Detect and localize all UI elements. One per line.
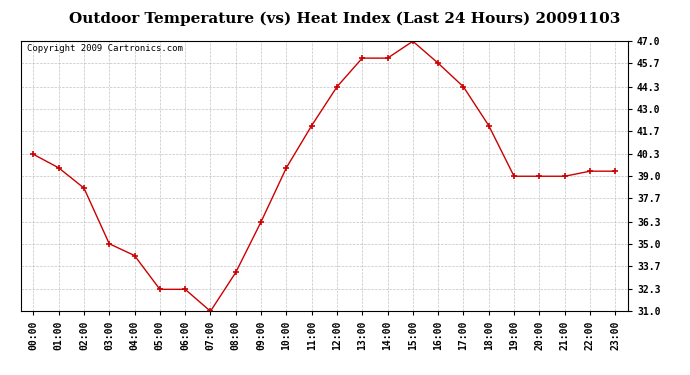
Text: Copyright 2009 Cartronics.com: Copyright 2009 Cartronics.com (27, 44, 183, 53)
Text: Outdoor Temperature (vs) Heat Index (Last 24 Hours) 20091103: Outdoor Temperature (vs) Heat Index (Las… (69, 11, 621, 26)
